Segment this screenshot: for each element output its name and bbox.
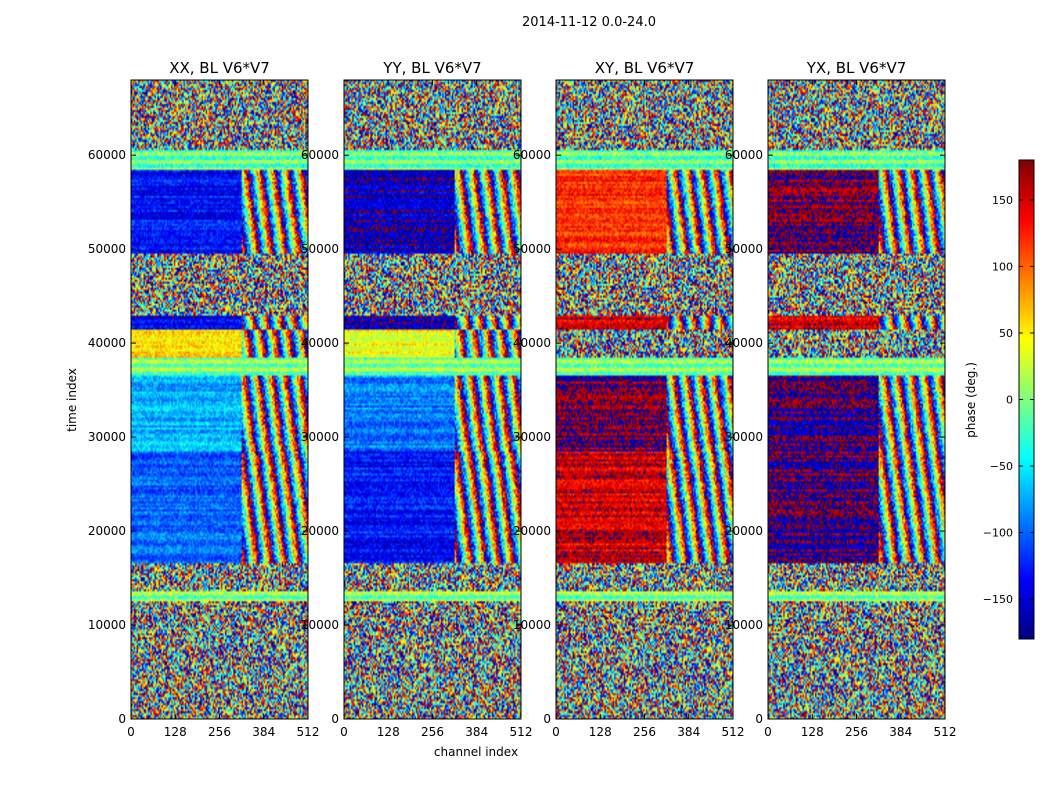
y-tick-label: 10000: [513, 618, 551, 632]
y-tick-label: 0: [331, 712, 339, 726]
y-tick-label: 50000: [88, 242, 126, 256]
colorbar-tick-label: 50: [999, 327, 1013, 340]
x-tick-label: 0: [764, 725, 772, 739]
y-tick-label: 50000: [513, 242, 551, 256]
y-tick-label: 60000: [513, 148, 551, 162]
x-tick-label: 512: [722, 725, 745, 739]
heatmap-cells: [131, 80, 308, 719]
y-tick-label: 30000: [513, 430, 551, 444]
y-tick-label: 0: [543, 712, 551, 726]
x-tick-label: 128: [164, 725, 187, 739]
colorbar-tick-label: 0: [1006, 394, 1013, 407]
x-tick-label: 128: [801, 725, 824, 739]
y-axis-label: time index: [65, 368, 79, 432]
x-tick-label: 384: [465, 725, 488, 739]
y-tick-label: 10000: [301, 618, 339, 632]
x-tick-label: 0: [552, 725, 560, 739]
x-tick-label: 0: [340, 725, 348, 739]
y-tick-label: 20000: [301, 524, 339, 538]
x-tick-label: 512: [297, 725, 320, 739]
x-tick-label: 384: [677, 725, 700, 739]
y-tick-label: 10000: [725, 618, 763, 632]
y-tick-label: 20000: [88, 524, 126, 538]
x-tick-label: 256: [421, 725, 444, 739]
panel-title: YY, BL V6*V7: [382, 59, 481, 77]
colorbar-tick-label: −100: [983, 527, 1013, 540]
y-tick-label: 60000: [88, 148, 126, 162]
panel-2: YY, BL V6*V7 0 128 256 384 512 0 10000 20000 3000…: [301, 59, 533, 739]
y-tick-label: 0: [118, 712, 126, 726]
panels: XX, BL V6*V7 0 128 256 384 512 0 10000 20000 3000…: [88, 59, 957, 739]
y-tick-label: 40000: [301, 336, 339, 350]
panel-title: XX, BL V6*V7: [169, 59, 270, 77]
y-tick-label: 30000: [301, 430, 339, 444]
y-tick-label: 40000: [88, 336, 126, 350]
y-tick-label: 10000: [88, 618, 126, 632]
y-tick-label: 50000: [301, 242, 339, 256]
colorbar-tick-label: −150: [983, 593, 1013, 606]
x-tick-label: 128: [589, 725, 612, 739]
y-tick-label: 30000: [725, 430, 763, 444]
panel-3: XY, BL V6*V7 0 128 256 384 512 0 10000 20000 3000…: [513, 59, 745, 739]
figure-suptitle: 2014-11-12 0.0-24.0: [522, 15, 656, 30]
x-tick-label: 384: [889, 725, 912, 739]
y-tick-label: 60000: [301, 148, 339, 162]
colorbar-tick-label: 100: [992, 260, 1013, 273]
x-tick-label: 256: [208, 725, 231, 739]
y-tick-label: 0: [755, 712, 763, 726]
x-tick-label: 0: [127, 725, 135, 739]
y-tick-label: 20000: [513, 524, 551, 538]
panel-title: XY, BL V6*V7: [595, 59, 695, 77]
x-tick-label: 256: [633, 725, 656, 739]
x-tick-label: 512: [934, 725, 957, 739]
colorbar-tick-label: −50: [990, 460, 1013, 473]
panel-1: XX, BL V6*V7 0 128 256 384 512 0 10000 20000 3000…: [88, 59, 320, 739]
y-tick-label: 40000: [725, 336, 763, 350]
heatmap-cells: [768, 80, 945, 719]
y-tick-label: 20000: [725, 524, 763, 538]
colorbar-tick-label: 150: [992, 194, 1013, 207]
x-axis-label: channel index: [434, 745, 518, 759]
heatmap-cells: [344, 80, 521, 719]
panel-4: YX, BL V6*V7 0 128 256 384 512 0 10000 20000 3000…: [725, 59, 957, 739]
x-tick-label: 256: [845, 725, 868, 739]
y-tick-label: 50000: [725, 242, 763, 256]
x-tick-label: 384: [252, 725, 275, 739]
colorbar-label: phase (deg.): [964, 362, 978, 438]
panel-title: YX, BL V6*V7: [806, 59, 907, 77]
y-tick-label: 40000: [513, 336, 551, 350]
x-tick-label: 512: [510, 725, 533, 739]
x-tick-label: 128: [377, 725, 400, 739]
y-tick-label: 30000: [88, 430, 126, 444]
heatmap-cells: [556, 80, 733, 719]
y-tick-label: 60000: [725, 148, 763, 162]
colorbar: −150 −100 −50 0 50 100 150: [983, 159, 1035, 640]
